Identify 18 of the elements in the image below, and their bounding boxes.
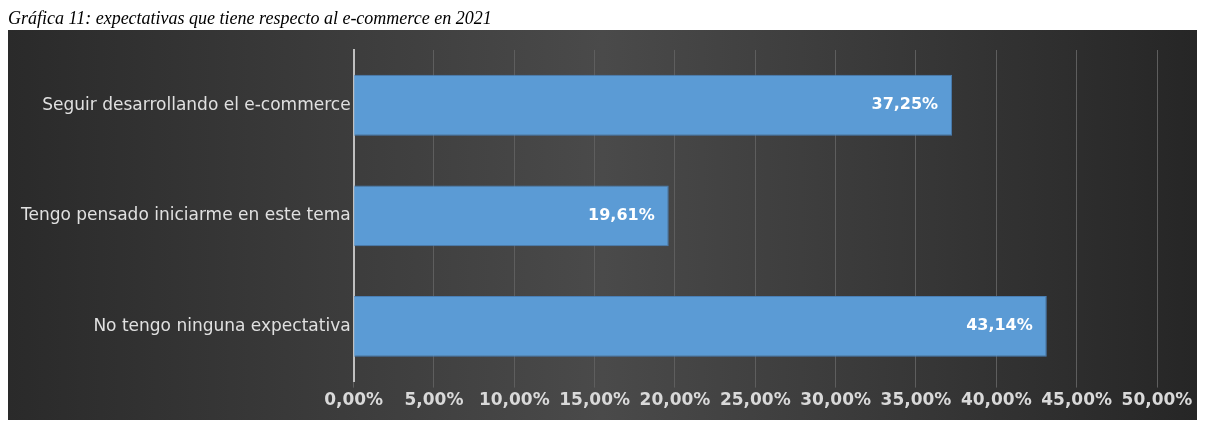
x-tick-label: 35,00% [880, 389, 952, 410]
x-tick-label: 50,00% [1121, 389, 1193, 410]
y-tick-label: Seguir desarrollando el e-commerce [42, 93, 351, 114]
x-tick-label: 20,00% [639, 389, 711, 410]
x-tick-label: 25,00% [719, 389, 791, 410]
x-tick-label: 30,00% [800, 389, 872, 410]
y-tick-label: No tengo ninguna expectativa [93, 314, 351, 335]
x-tick-label: 5,00% [404, 389, 464, 410]
data-label: 37,25% [871, 94, 939, 114]
x-tick-label: 40,00% [960, 389, 1032, 410]
data-label: 19,61% [588, 204, 655, 224]
data-label: 43,14% [966, 315, 1033, 335]
x-tick-label: 45,00% [1041, 389, 1113, 410]
y-tick-label: Tengo pensado iniciarme en este tema [20, 204, 351, 225]
x-tick-label: 15,00% [559, 389, 631, 410]
chart-title: Gráfica 11: expectativas que tiene respecto al e-commerce en 2021 [8, 8, 493, 30]
x-tick-label: 0,00% [324, 389, 384, 410]
x-tick-label: 10,00% [478, 389, 550, 410]
